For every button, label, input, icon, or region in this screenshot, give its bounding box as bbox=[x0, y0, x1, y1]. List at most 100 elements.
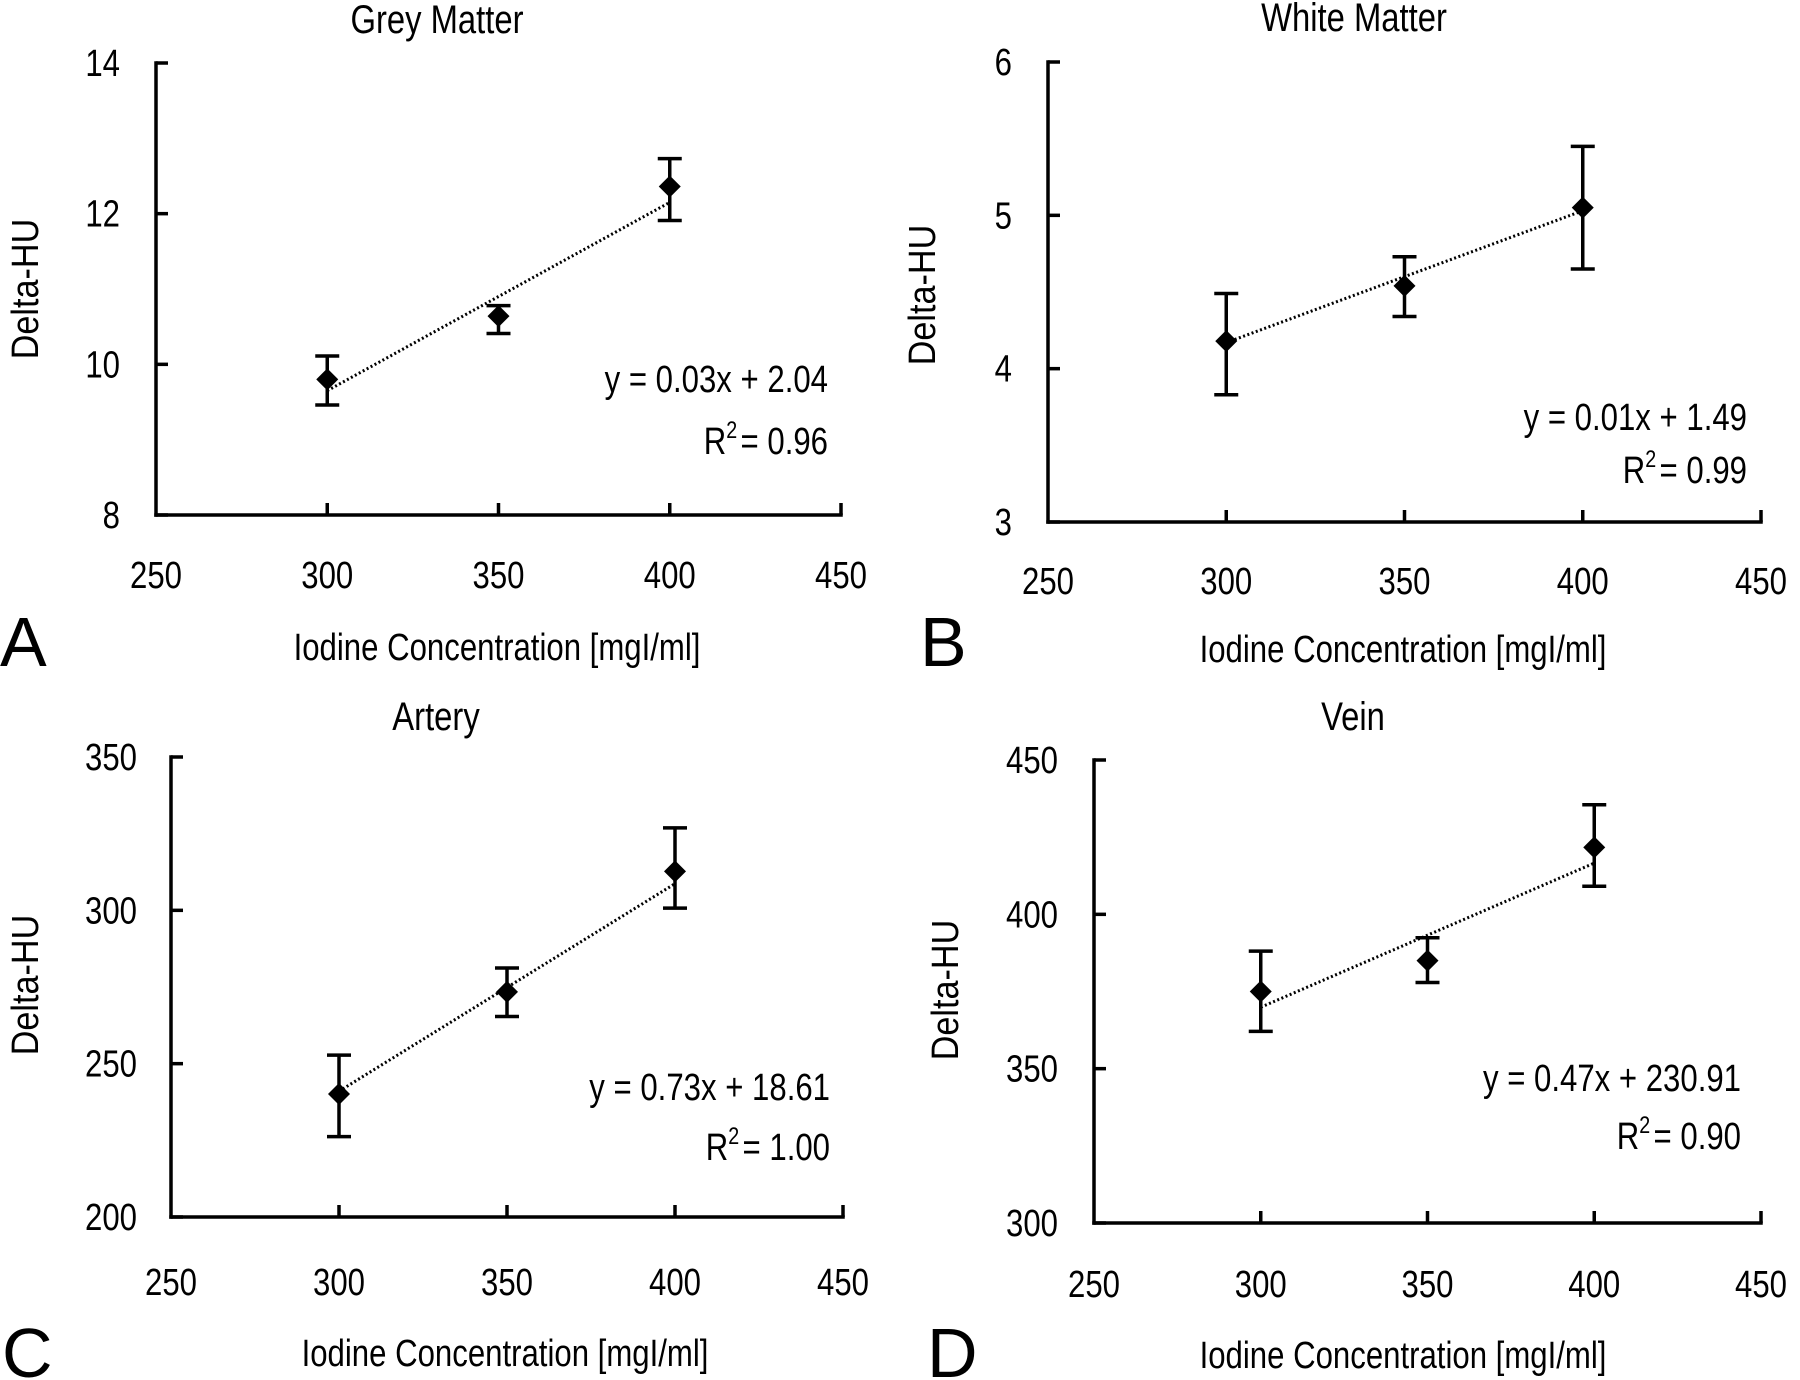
diamond-marker bbox=[1571, 196, 1594, 219]
trend-line bbox=[338, 882, 676, 1093]
x-tick-label: 450 bbox=[815, 555, 867, 597]
x-tick-label: 250 bbox=[1068, 1264, 1120, 1306]
x-tick-label: 400 bbox=[644, 555, 696, 597]
y-axis-label: Delta-HU bbox=[900, 225, 943, 366]
y-tick-label: 250 bbox=[85, 1044, 137, 1086]
diamond-marker bbox=[316, 368, 339, 391]
x-tick-label: 350 bbox=[473, 555, 525, 597]
regression-equation: y = 0.03x + 2.04 bbox=[605, 359, 828, 401]
y-tick-label: 4 bbox=[995, 349, 1012, 391]
x-axis-label: Iodine Concentration [mgI/ml] bbox=[1200, 629, 1607, 671]
x-tick-label: 350 bbox=[481, 1262, 533, 1304]
trend-line bbox=[1260, 861, 1595, 1009]
y-tick-label: 6 bbox=[995, 42, 1012, 84]
x-tick-label: 300 bbox=[1235, 1264, 1287, 1306]
axes: 3 4 5 6 250 300 350 400 450 bbox=[995, 42, 1787, 603]
diamond-marker bbox=[664, 860, 686, 883]
r-squared-value: = 0.90 bbox=[1654, 1116, 1741, 1158]
diamond-marker bbox=[496, 980, 518, 1003]
data-point bbox=[327, 1053, 351, 1139]
r-squared-value: = 0.99 bbox=[1660, 450, 1747, 492]
axes: 8 10 12 14 250 300 350 400 450 bbox=[85, 43, 867, 597]
data-point bbox=[315, 354, 340, 407]
y-tick-label: 14 bbox=[85, 43, 120, 85]
r-squared-value: = 0.96 bbox=[741, 421, 828, 463]
y-tick-label: 300 bbox=[85, 891, 137, 933]
panel-vein: Vein Delta-HU Iodine Concentration [mgI/… bbox=[923, 694, 1787, 1380]
x-tick-label: 350 bbox=[1402, 1264, 1454, 1306]
x-tick-label: 300 bbox=[1200, 561, 1252, 603]
diamond-marker bbox=[1249, 980, 1272, 1003]
r-superscript: 2 bbox=[1645, 445, 1656, 472]
chart-title: Grey Matter bbox=[350, 0, 523, 42]
y-tick-label: 8 bbox=[103, 495, 120, 537]
regression-equation: y = 0.01x + 1.49 bbox=[1524, 397, 1747, 439]
x-tick-label: 250 bbox=[130, 555, 182, 597]
x-tick-label: 400 bbox=[649, 1262, 701, 1304]
panel-letter: C bbox=[2, 1314, 53, 1380]
data-point bbox=[1582, 803, 1607, 888]
x-axis-label: Iodine Concentration [mgI/ml] bbox=[1200, 1335, 1607, 1377]
x-axis-label: Iodine Concentration [mgI/ml] bbox=[294, 627, 701, 669]
data-point bbox=[1415, 936, 1440, 985]
y-axis-label: Delta-HU bbox=[3, 915, 46, 1056]
r-superscript: 2 bbox=[728, 1122, 739, 1149]
r-symbol: R bbox=[706, 1127, 729, 1169]
diamond-marker bbox=[1393, 274, 1416, 297]
r-squared-value: = 1.00 bbox=[743, 1127, 830, 1169]
chart-title: Artery bbox=[392, 694, 480, 739]
y-axis-label: Delta-HU bbox=[923, 920, 966, 1061]
data-point bbox=[1248, 949, 1273, 1034]
r-squared-label: R2= 0.96 bbox=[704, 416, 828, 463]
y-tick-label: 350 bbox=[85, 737, 137, 779]
x-tick-label: 400 bbox=[1568, 1264, 1620, 1306]
panel-letter: B bbox=[920, 603, 967, 681]
y-tick-label: 350 bbox=[1006, 1049, 1058, 1091]
y-tick-label: 12 bbox=[85, 194, 120, 236]
panel-letter: D bbox=[927, 1314, 978, 1380]
x-tick-label: 450 bbox=[1735, 1264, 1787, 1306]
x-tick-label: 400 bbox=[1557, 561, 1609, 603]
data-point bbox=[663, 826, 687, 910]
trend-line bbox=[326, 201, 671, 393]
regression-equation: y = 0.73x + 18.61 bbox=[589, 1067, 830, 1109]
data-marks bbox=[1248, 803, 1607, 1034]
r-squared-label: R2= 0.90 bbox=[1617, 1111, 1741, 1158]
x-tick-label: 450 bbox=[1735, 561, 1787, 603]
data-point bbox=[1214, 291, 1239, 397]
y-tick-label: 200 bbox=[85, 1197, 137, 1239]
chart-title: White Matter bbox=[1261, 0, 1447, 40]
diamond-marker bbox=[1583, 836, 1606, 859]
x-axis-label: Iodine Concentration [mgI/ml] bbox=[302, 1333, 709, 1375]
data-point bbox=[495, 966, 519, 1019]
data-point bbox=[657, 156, 682, 223]
y-tick-label: 10 bbox=[85, 345, 120, 387]
diamond-marker bbox=[658, 175, 681, 198]
r-symbol: R bbox=[1623, 450, 1646, 492]
diamond-marker bbox=[1416, 949, 1439, 972]
y-tick-label: 5 bbox=[995, 196, 1012, 238]
x-tick-label: 450 bbox=[817, 1262, 869, 1304]
y-tick-label: 400 bbox=[1006, 895, 1058, 937]
r-symbol: R bbox=[1617, 1116, 1640, 1158]
data-point bbox=[486, 303, 511, 336]
r-symbol: R bbox=[704, 421, 727, 463]
data-marks bbox=[315, 156, 682, 407]
diamond-marker bbox=[1215, 330, 1238, 353]
diamond-marker bbox=[487, 305, 510, 328]
r-superscript: 2 bbox=[1639, 1111, 1650, 1138]
data-point bbox=[1392, 254, 1417, 319]
x-tick-label: 250 bbox=[1022, 561, 1074, 603]
regression-equation: y = 0.47x + 230.91 bbox=[1483, 1058, 1741, 1100]
x-tick-label: 300 bbox=[301, 555, 353, 597]
y-tick-label: 300 bbox=[1006, 1203, 1058, 1245]
diamond-marker bbox=[328, 1083, 350, 1106]
data-point bbox=[1570, 144, 1595, 271]
panel-white-matter: White Matter Delta-HU Iodine Concentrati… bbox=[900, 0, 1787, 681]
y-axis-label: Delta-HU bbox=[3, 219, 46, 360]
y-tick-label: 3 bbox=[995, 502, 1012, 544]
r-squared-label: R2= 1.00 bbox=[706, 1122, 830, 1169]
